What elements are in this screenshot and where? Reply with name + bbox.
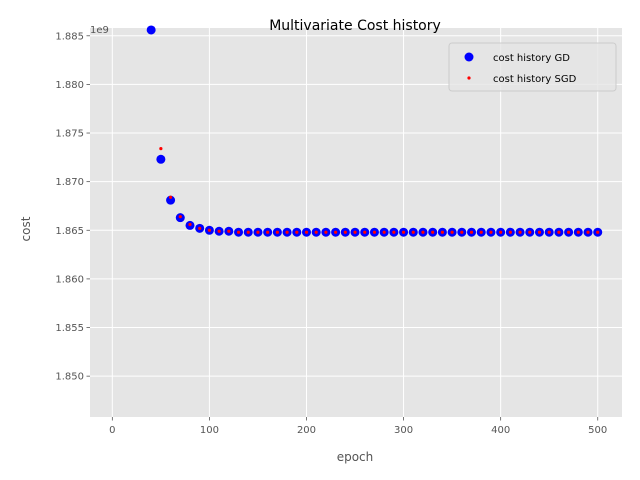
sgd-point: [382, 230, 386, 234]
sgd-point: [547, 230, 551, 234]
sgd-point: [343, 230, 347, 234]
sgd-point: [518, 230, 522, 234]
y-tick-label: 1.865: [55, 226, 84, 237]
sgd-point: [401, 230, 406, 234]
sgd-point: [489, 230, 493, 234]
sgd-point: [576, 230, 580, 234]
sgd-point: [314, 230, 318, 234]
y-axis-label: cost: [19, 216, 33, 241]
axis-ticks: 0 100 200 300 400 500 1.850 1.855 1.860 1.865 1.87…: [55, 31, 607, 436]
sgd-point: [198, 226, 202, 230]
legend: cost history GD cost history SGD: [448, 42, 617, 92]
x-tick-label: 500: [588, 425, 607, 436]
sgd-point: [421, 230, 425, 234]
x-tick-label: 0: [109, 425, 115, 436]
sgd-point: [567, 230, 571, 234]
sgd-point: [207, 228, 212, 232]
x-tick-label: 100: [200, 425, 219, 436]
sgd-point: [334, 230, 338, 234]
gd-point: [146, 25, 156, 35]
sgd-point: [159, 146, 163, 151]
sgd-point: [295, 230, 299, 234]
x-tick-label: 400: [491, 425, 510, 436]
sgd-point: [178, 215, 182, 219]
y-tick-label: 1.860: [55, 274, 84, 285]
plot-area: [90, 28, 622, 417]
sgd-point: [499, 230, 503, 234]
gd-point: [166, 195, 176, 205]
sgd-point: [479, 230, 483, 234]
y-tick-label: 1.855: [55, 323, 84, 334]
sgd-point: [392, 230, 396, 234]
sgd-point: [266, 230, 270, 234]
sgd-point: [353, 230, 357, 234]
y-tick-label: 1.850: [55, 372, 84, 383]
sgd-point: [168, 195, 173, 199]
legend-label-gd: cost history GD: [493, 53, 570, 64]
x-tick-label: 200: [297, 425, 316, 436]
y-tick-label: 1.875: [55, 129, 84, 140]
legend-marker-sgd: [467, 76, 471, 80]
sgd-point: [304, 230, 309, 234]
sgd-point: [586, 230, 590, 234]
legend-box: [448, 42, 617, 92]
sgd-point: [557, 230, 561, 234]
sgd-point: [246, 230, 250, 234]
data-points: [146, 25, 603, 237]
sgd-point: [188, 222, 192, 227]
sgd-point: [440, 230, 445, 234]
sgd-point: [285, 230, 289, 234]
y-tick-label: 1.870: [55, 177, 84, 188]
sgd-point: [324, 230, 328, 234]
legend-marker-gd: [464, 52, 474, 62]
sgd-point: [431, 230, 435, 234]
legend-label-sgd: cost history SGD: [493, 74, 577, 85]
sgd-point: [450, 230, 454, 234]
x-axis-label: epoch: [337, 450, 374, 464]
sgd-point: [469, 230, 474, 234]
sgd-point: [363, 230, 367, 234]
chart-title: Multivariate Cost history: [269, 18, 441, 34]
sgd-point: [508, 230, 512, 234]
x-tick-label: 300: [394, 425, 413, 436]
sgd-point: [227, 229, 231, 233]
y-tick-label: 1.885: [55, 31, 84, 42]
sgd-point: [372, 230, 377, 234]
sgd-point: [236, 230, 241, 234]
sgd-point: [537, 230, 542, 234]
y-tick-label: 1.880: [55, 80, 84, 91]
sgd-point: [217, 229, 221, 233]
sgd-point: [596, 230, 600, 234]
sgd-point: [256, 230, 260, 234]
sgd-point: [528, 230, 532, 234]
sgd-point: [275, 230, 279, 234]
sgd-point: [460, 230, 464, 234]
sgd-point: [411, 230, 415, 234]
y-offset-label: 1e9: [90, 25, 109, 36]
gd-point: [156, 154, 166, 164]
